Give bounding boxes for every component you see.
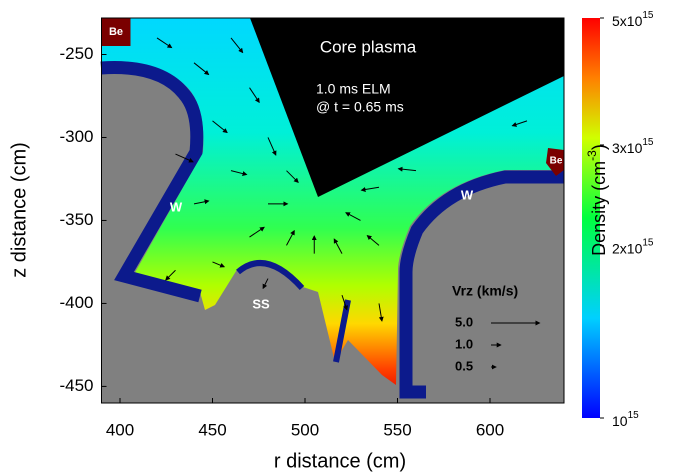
y-tick-label: -350 bbox=[59, 210, 93, 229]
annotation: Core plasma bbox=[320, 37, 417, 56]
y-tick-label: -450 bbox=[59, 376, 93, 395]
page: Be Be W W SS Core plasma 1.0 ms ELM @ t … bbox=[0, 0, 680, 474]
annotation: Be bbox=[109, 26, 123, 38]
y-axis-label: z distance (cm) bbox=[8, 142, 30, 278]
tick-label-exponent: 15 bbox=[642, 237, 654, 248]
x-tick-label: 550 bbox=[383, 420, 411, 439]
tick-label-base: 10 bbox=[612, 413, 628, 429]
tick-label-exponent: 15 bbox=[642, 10, 654, 21]
colorbar-label-suffix: ) bbox=[589, 144, 609, 150]
colorbar-tick-label: 3x1015 bbox=[612, 137, 654, 156]
vector-key-label: 0.5 bbox=[455, 358, 473, 373]
colorbar-label-exponent: -3 bbox=[585, 150, 599, 161]
colorbar-tick-label: 1015 bbox=[612, 410, 639, 429]
tick-label-exponent: 15 bbox=[642, 137, 654, 148]
tick-label-exponent: 15 bbox=[628, 410, 640, 421]
x-tick-label: 400 bbox=[106, 420, 134, 439]
annotation: SS bbox=[252, 296, 270, 311]
annotation: W bbox=[170, 199, 183, 214]
tick-label-base: 3x10 bbox=[612, 140, 643, 156]
tick-label-base: 2x10 bbox=[612, 240, 643, 256]
vector-key-label: 1.0 bbox=[455, 336, 473, 351]
chart: Be Be W W SS Core plasma 1.0 ms ELM @ t … bbox=[0, 0, 680, 474]
x-tick-label: 600 bbox=[476, 420, 504, 439]
vector-key-title: Vrz (km/s) bbox=[452, 283, 518, 299]
vector-key-label: 5.0 bbox=[455, 314, 473, 329]
x-tick-label: 500 bbox=[291, 420, 319, 439]
annotation: Be bbox=[550, 156, 563, 167]
colorbar-label: Density (cm-3) bbox=[585, 144, 609, 256]
colorbar-tick-label: 5x1015 bbox=[612, 10, 654, 29]
annotation: 1.0 ms ELM bbox=[316, 81, 391, 97]
y-tick-label: -300 bbox=[59, 127, 93, 146]
colorbar-tick-label: 2x1015 bbox=[612, 237, 654, 256]
y-tick-label: -400 bbox=[59, 293, 93, 312]
x-tick-label: 450 bbox=[198, 420, 226, 439]
colorbar-label-text: Density (cm bbox=[589, 161, 609, 256]
tick-label-base: 5x10 bbox=[612, 13, 643, 29]
annotation: W bbox=[461, 187, 474, 202]
y-tick-label: -250 bbox=[59, 44, 93, 63]
x-axis-label: r distance (cm) bbox=[274, 450, 406, 472]
annotation: @ t = 0.65 ms bbox=[316, 99, 404, 115]
